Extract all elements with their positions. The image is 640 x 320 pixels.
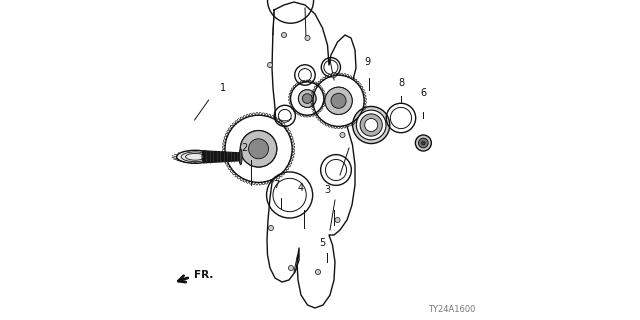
Text: FR.: FR. bbox=[193, 270, 213, 280]
Text: 9: 9 bbox=[364, 57, 371, 67]
Ellipse shape bbox=[177, 150, 214, 163]
Circle shape bbox=[419, 138, 428, 148]
Circle shape bbox=[268, 226, 273, 231]
Circle shape bbox=[325, 87, 352, 114]
Circle shape bbox=[224, 115, 293, 183]
Circle shape bbox=[332, 72, 337, 77]
Circle shape bbox=[305, 36, 310, 41]
Circle shape bbox=[325, 87, 352, 115]
Circle shape bbox=[422, 141, 426, 145]
Text: 3: 3 bbox=[324, 185, 330, 195]
Ellipse shape bbox=[239, 149, 242, 165]
Text: 4: 4 bbox=[297, 183, 303, 193]
Text: TY24A1600: TY24A1600 bbox=[428, 305, 475, 314]
Circle shape bbox=[302, 94, 312, 103]
Circle shape bbox=[299, 90, 316, 107]
Circle shape bbox=[289, 266, 294, 271]
Circle shape bbox=[312, 75, 365, 127]
Text: 6: 6 bbox=[420, 88, 427, 98]
Circle shape bbox=[282, 32, 287, 37]
Circle shape bbox=[316, 269, 321, 275]
Circle shape bbox=[365, 118, 378, 132]
Circle shape bbox=[241, 131, 277, 167]
Circle shape bbox=[415, 135, 431, 151]
Circle shape bbox=[335, 218, 340, 223]
Circle shape bbox=[290, 81, 324, 116]
Circle shape bbox=[356, 110, 386, 140]
Circle shape bbox=[331, 93, 346, 108]
Text: 1: 1 bbox=[220, 83, 226, 93]
Text: 8: 8 bbox=[399, 78, 405, 88]
Circle shape bbox=[241, 131, 276, 167]
Text: 2: 2 bbox=[241, 143, 247, 153]
Text: 5: 5 bbox=[319, 238, 326, 248]
Text: 7: 7 bbox=[273, 180, 279, 190]
Circle shape bbox=[353, 107, 390, 144]
Polygon shape bbox=[204, 151, 241, 163]
Circle shape bbox=[360, 114, 382, 136]
Circle shape bbox=[248, 139, 269, 159]
Circle shape bbox=[340, 132, 345, 138]
Circle shape bbox=[268, 62, 273, 68]
Circle shape bbox=[298, 90, 316, 108]
